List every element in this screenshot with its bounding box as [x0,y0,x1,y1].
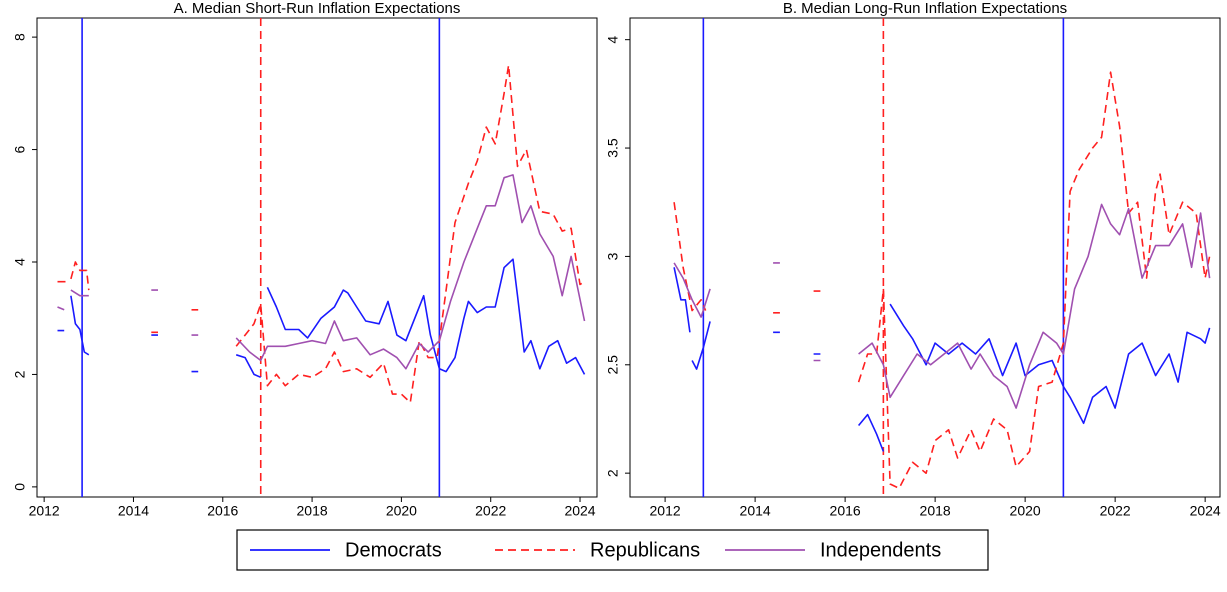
y-tick-label: 0 [12,483,28,491]
y-tick-label: 2 [12,370,28,378]
x-tick-label: 2016 [830,503,861,519]
y-tick-label: 2.5 [605,355,621,375]
x-tick-label: 2018 [920,503,951,519]
x-tick-label: 2024 [564,503,595,519]
y-tick-label: 3.5 [605,138,621,158]
x-tick-label: 2022 [1100,503,1131,519]
y-tick-label: 3 [605,252,621,260]
x-tick-label: 2012 [650,503,681,519]
series-line [57,258,586,379]
plot-area [629,17,1221,498]
x-tick-label: 2014 [118,503,149,519]
x-tick-label: 2014 [740,503,771,519]
y-tick-label: 8 [12,33,28,41]
legend-box [236,529,989,571]
x-tick-label: 2022 [475,503,506,519]
y-tick-label: 4 [605,36,621,44]
y-tick-label: 4 [12,258,28,266]
x-tick-label: 2016 [207,503,238,519]
x-tick-label: 2024 [1190,503,1221,519]
y-tick-label: 6 [12,145,28,153]
chart-title: A. Median Short-Run Inflation Expectatio… [174,0,461,17]
x-tick-label: 2020 [386,503,417,519]
series-line [673,71,1211,490]
x-tick-label: 2012 [29,503,60,519]
series-line [57,174,586,370]
x-tick-label: 2018 [297,503,328,519]
series-line [673,203,1211,409]
chart-title: B. Median Long-Run Inflation Expectation… [783,0,1067,17]
legend-label: Republicans [590,539,700,561]
series-line [673,267,1211,452]
legend-label: Independents [820,539,941,561]
legend-label: Democrats [345,539,442,561]
series-line [57,64,585,404]
plot-area [36,17,598,498]
y-tick-label: 2 [605,469,621,477]
x-tick-label: 2020 [1010,503,1041,519]
